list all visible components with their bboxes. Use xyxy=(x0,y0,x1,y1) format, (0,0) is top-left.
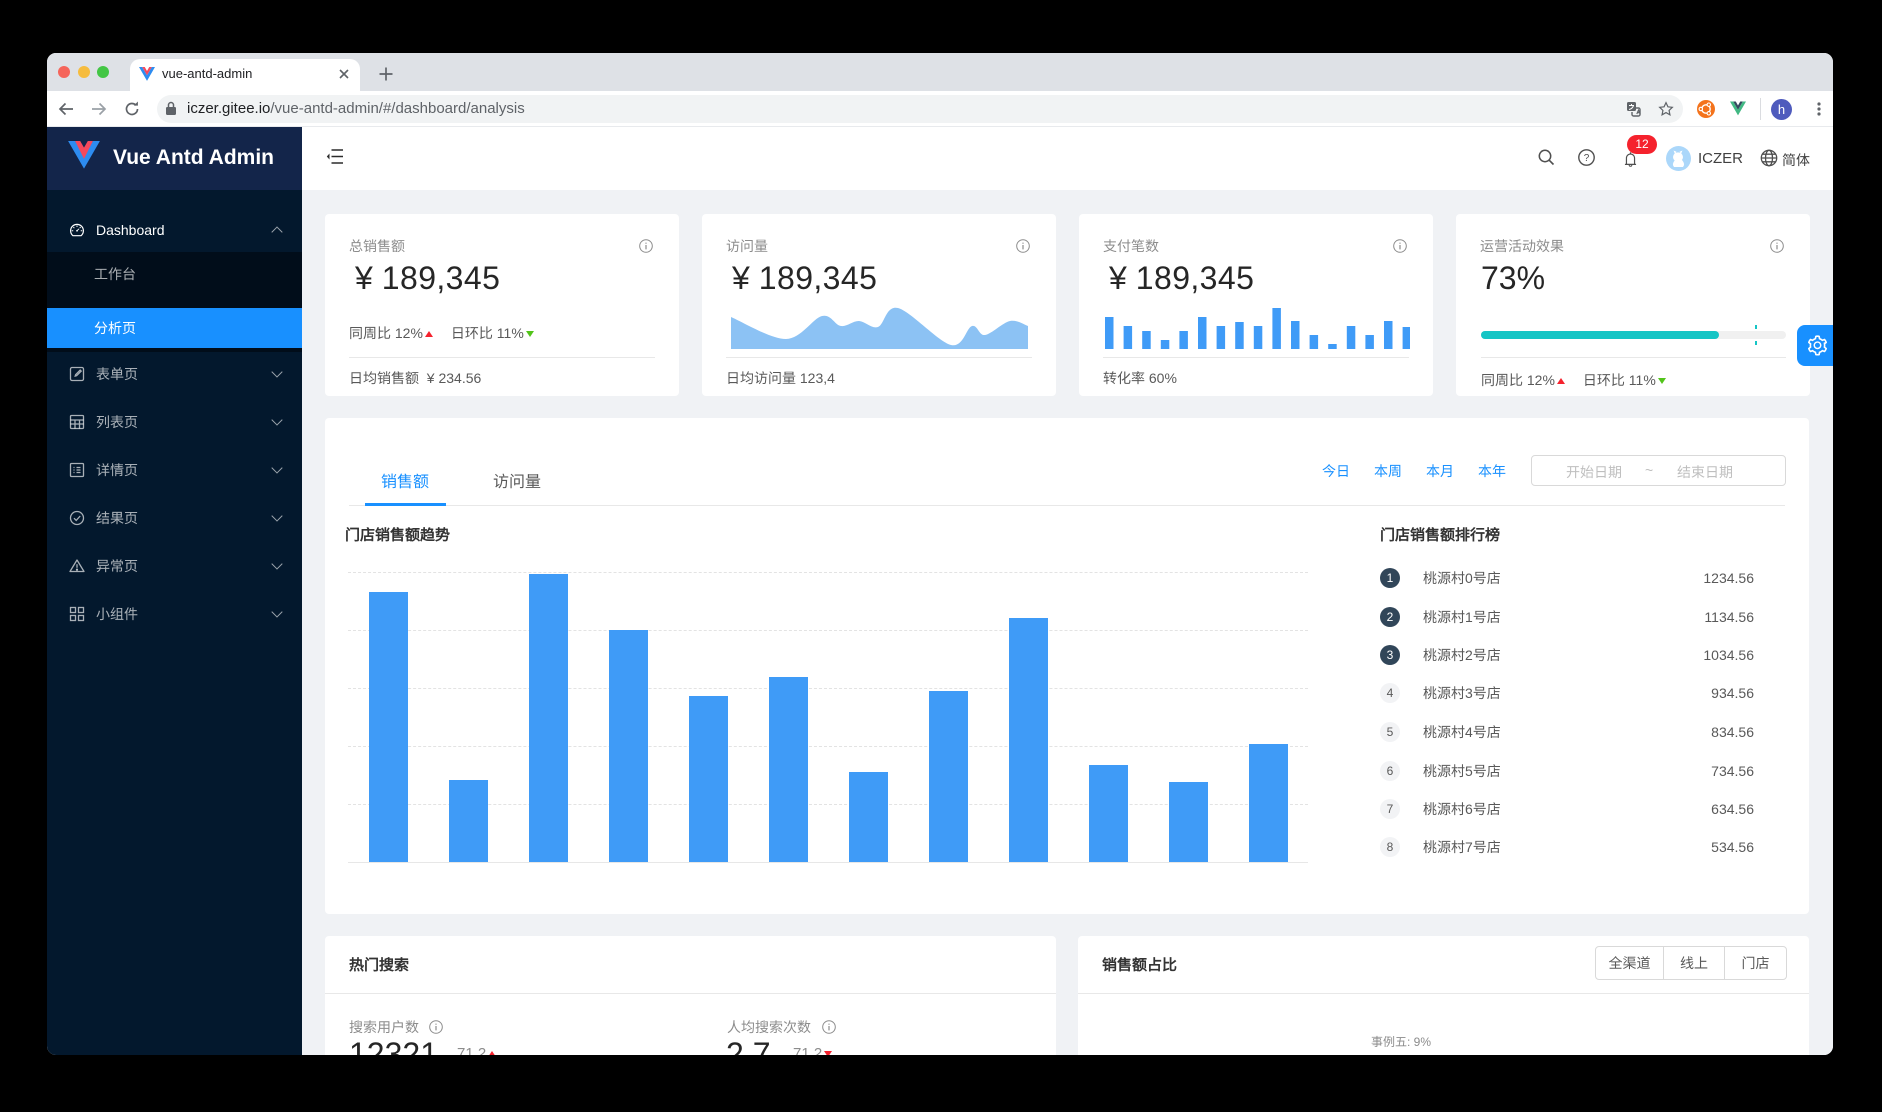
svg-text:?: ? xyxy=(1584,153,1590,164)
